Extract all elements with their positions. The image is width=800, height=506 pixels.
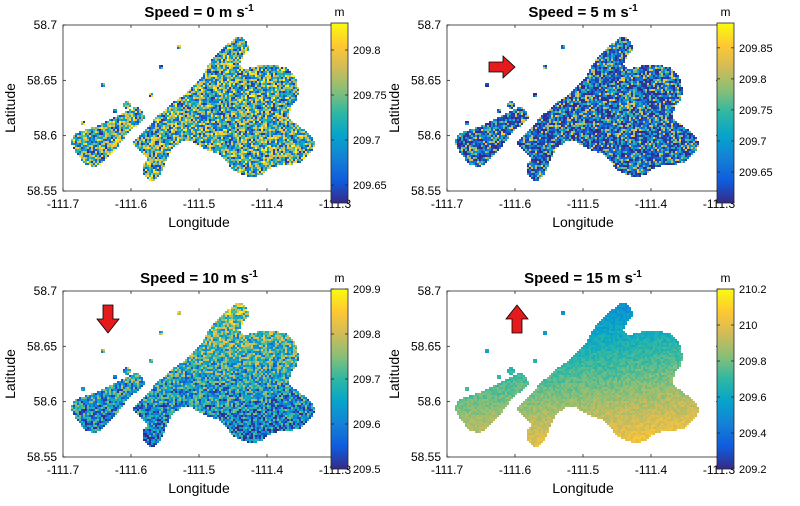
- y-tick-label: 58.7: [34, 18, 58, 32]
- x-tick-label: -111.5: [183, 197, 216, 211]
- colorbar-tick-label: 209.65: [353, 180, 387, 192]
- elevation-field: [71, 303, 315, 447]
- x-tick-label: -111.4: [635, 463, 668, 477]
- y-tick-label: 58.65: [27, 73, 57, 87]
- colorbar-tick-label: 209.5: [353, 464, 381, 476]
- x-tick-label: -111.6: [115, 463, 148, 477]
- y-tick-label: 58.7: [418, 18, 442, 32]
- colorbar-tick-label: 209.75: [353, 90, 387, 102]
- y-axis-label: Latitude: [386, 83, 402, 133]
- x-tick-label: -111.4: [635, 197, 668, 211]
- y-tick-label: 58.6: [418, 129, 442, 143]
- y-tick-label: 58.55: [27, 184, 57, 198]
- colorbar-tick-label: 209.7: [739, 136, 767, 148]
- wind-direction-arrow-icon: [505, 304, 529, 334]
- y-tick-label: 58.65: [27, 339, 57, 353]
- x-axis-label: Longitude: [552, 480, 614, 496]
- colorbar-unit-label: m: [721, 271, 731, 285]
- colorbar-tick-label: 209.8: [739, 356, 767, 368]
- colorbar-tick-label: 209.2: [739, 464, 767, 476]
- x-tick-label: -111.7: [47, 197, 80, 211]
- x-tick-label: -111.4: [251, 197, 284, 211]
- colorbar-tick-label: 209.8: [353, 45, 381, 57]
- colorbar: 209.5 209.6 209.7 209.8 209.9 m: [330, 271, 381, 476]
- y-tick-label: 58.55: [411, 184, 441, 198]
- x-axis-label: Longitude: [168, 480, 230, 496]
- y-axis-label: Latitude: [2, 83, 18, 133]
- panel-3: -111.7 -111.6 -111.5 -111.4 -111.358.5558.65…: [2, 269, 381, 496]
- y-tick-label: 58.7: [418, 284, 442, 298]
- x-tick-label: -111.5: [567, 463, 600, 477]
- colorbar: 209.65 209.7 209.75 209.8 209.85 m: [716, 5, 773, 204]
- colorbar-tick-label: 209.8: [739, 74, 767, 86]
- elevation-field: [71, 37, 315, 181]
- colorbar: 209.65 209.7 209.75 209.8 m: [330, 5, 387, 204]
- x-tick-label: -111.5: [567, 197, 600, 211]
- y-tick-label: 58.6: [34, 129, 58, 143]
- y-tick-label: 58.6: [418, 395, 442, 409]
- panel-title: Speed = 15 m s-1: [524, 269, 642, 287]
- panel-title: Speed = 0 m s-1: [144, 3, 254, 21]
- panel-4: -111.7 -111.6 -111.5 -111.4 -111.358.5558.65…: [386, 269, 767, 496]
- x-tick-label: -111.5: [183, 463, 216, 477]
- colorbar-tick-label: 209.7: [353, 374, 381, 386]
- panel-2: -111.7 -111.6 -111.5 -111.4 -111.358.5558.65…: [386, 3, 773, 230]
- y-tick-label: 58.7: [34, 284, 58, 298]
- panel-title: Speed = 5 m s-1: [528, 3, 638, 21]
- colorbar: 209.2 209.4 209.6 209.8 210 210.2 m: [716, 271, 767, 476]
- colorbar-tick-label: 209.8: [353, 329, 381, 341]
- x-tick-label: -111.4: [251, 463, 284, 477]
- colorbar-tick-label: 209.75: [739, 105, 773, 117]
- wind-direction-arrow-icon: [96, 304, 120, 334]
- colorbar-unit-label: m: [721, 5, 731, 19]
- colorbar-tick-label: 209.6: [353, 419, 381, 431]
- x-axis-label: Longitude: [168, 214, 230, 230]
- panel-title: Speed = 10 m s-1: [140, 269, 258, 287]
- colorbar-unit-label: m: [335, 271, 345, 285]
- colorbar-tick-label: 209.6: [739, 392, 767, 404]
- colorbar-tick-label: 210: [739, 320, 757, 332]
- colorbar-unit-label: m: [335, 5, 345, 19]
- colorbar-tick-label: 209.85: [739, 43, 773, 55]
- y-axis-label: Latitude: [2, 349, 18, 399]
- elevation-field: [455, 37, 699, 181]
- panel-1: -111.7 -111.6 -111.5 -111.4 -111.358.5558.65…: [2, 3, 387, 230]
- x-tick-label: -111.7: [431, 463, 464, 477]
- colorbar-tick-label: 210.2: [739, 284, 767, 296]
- y-tick-label: 58.65: [411, 339, 441, 353]
- colorbar-tick-label: 209.7: [353, 135, 381, 147]
- y-tick-label: 58.55: [27, 450, 57, 464]
- x-tick-label: -111.7: [47, 463, 80, 477]
- y-tick-label: 58.55: [411, 450, 441, 464]
- colorbar-tick-label: 209.65: [739, 167, 773, 179]
- x-axis-label: Longitude: [552, 214, 614, 230]
- y-tick-label: 58.65: [411, 73, 441, 87]
- x-tick-label: -111.6: [499, 463, 532, 477]
- wind-direction-arrow-icon: [488, 55, 516, 79]
- x-tick-label: -111.6: [115, 197, 148, 211]
- y-axis-label: Latitude: [386, 349, 402, 399]
- colorbar-tick-label: 209.9: [353, 284, 381, 296]
- colorbar-tick-label: 209.4: [739, 428, 767, 440]
- x-tick-label: -111.6: [499, 197, 532, 211]
- elevation-field: [455, 303, 699, 447]
- x-tick-label: -111.7: [431, 197, 464, 211]
- y-tick-label: 58.6: [34, 395, 58, 409]
